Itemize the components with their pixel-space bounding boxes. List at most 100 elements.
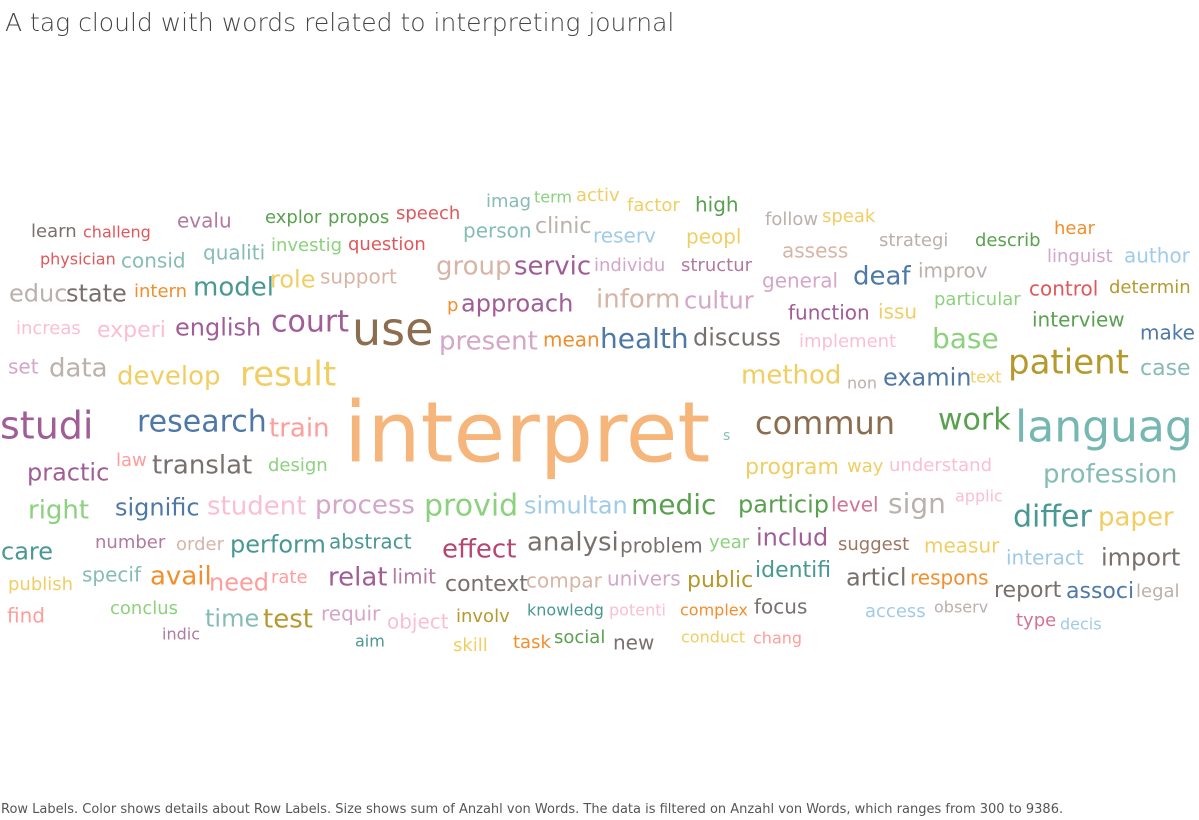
word-result[interactable]: result [240, 354, 337, 395]
word-abstract[interactable]: abstract [329, 529, 412, 554]
word-health[interactable]: health [600, 322, 689, 356]
word-discuss[interactable]: discuss [693, 323, 781, 352]
word-case[interactable]: case [1140, 355, 1191, 381]
word-analysi[interactable]: analysi [527, 527, 619, 558]
word-general[interactable]: general [762, 268, 839, 293]
word-s[interactable]: s [723, 428, 731, 445]
word-particip[interactable]: particip [738, 490, 829, 519]
word-hear[interactable]: hear [1054, 217, 1095, 239]
word-clinic[interactable]: clinic [535, 213, 592, 239]
word-social[interactable]: social [554, 626, 606, 648]
word-process[interactable]: process [315, 490, 415, 521]
word-knowledg[interactable]: knowledg [527, 600, 604, 620]
word-approach[interactable]: approach [461, 289, 574, 318]
word-work[interactable]: work [938, 402, 1011, 438]
word-group[interactable]: group [436, 251, 512, 282]
word-investig[interactable]: investig [271, 234, 342, 256]
word-intern[interactable]: intern [134, 280, 188, 302]
word-practic[interactable]: practic [27, 458, 110, 487]
word-skill[interactable]: skill [453, 634, 488, 656]
word-right[interactable]: right [28, 495, 90, 526]
word-problem[interactable]: problem [620, 533, 703, 558]
word-speak[interactable]: speak [822, 205, 876, 227]
word-focus[interactable]: focus [754, 594, 808, 619]
word-time[interactable]: time [205, 604, 260, 633]
word-reserv[interactable]: reserv [593, 223, 656, 248]
word-implement[interactable]: implement [799, 330, 897, 352]
word-inform[interactable]: inform [596, 284, 681, 315]
word-term[interactable]: term [534, 187, 572, 207]
word-describ[interactable]: describ [975, 229, 1041, 251]
word-respons[interactable]: respons [910, 565, 989, 590]
word-involv[interactable]: involv [456, 605, 510, 627]
word-articl[interactable]: articl [846, 563, 907, 592]
word-make[interactable]: make [1140, 320, 1195, 345]
word-set[interactable]: set [8, 354, 39, 379]
word-univers[interactable]: univers [607, 566, 681, 591]
word-suggest[interactable]: suggest [838, 533, 910, 555]
word-follow[interactable]: follow [765, 208, 819, 230]
word-perform[interactable]: perform [230, 530, 326, 559]
word-find[interactable]: find [7, 603, 45, 628]
word-function[interactable]: function [788, 300, 870, 325]
word-use[interactable]: use [352, 302, 434, 357]
word-signific[interactable]: signific [115, 493, 200, 522]
word-method[interactable]: method [741, 360, 842, 391]
word-consid[interactable]: consid [121, 248, 186, 273]
word-educ[interactable]: educ [9, 279, 68, 308]
word-examin[interactable]: examin [883, 363, 972, 392]
word-understand[interactable]: understand [889, 454, 993, 476]
word-effect[interactable]: effect [442, 534, 517, 565]
word-simultan[interactable]: simultan [524, 491, 628, 520]
word-physician[interactable]: physician [40, 249, 116, 269]
word-profession[interactable]: profession [1043, 459, 1178, 490]
word-sign[interactable]: sign [888, 487, 946, 521]
word-p[interactable]: p [447, 294, 459, 316]
word-control[interactable]: control [1029, 276, 1099, 301]
word-new[interactable]: new [613, 630, 655, 655]
word-level[interactable]: level [831, 492, 879, 517]
word-court[interactable]: court [271, 304, 349, 340]
word-non[interactable]: non [847, 373, 878, 393]
word-context[interactable]: context [445, 571, 528, 597]
word-year[interactable]: year [709, 531, 750, 553]
word-person[interactable]: person [463, 218, 532, 243]
word-patient[interactable]: patient [1008, 342, 1129, 383]
word-translat[interactable]: translat [152, 450, 253, 481]
word-assess[interactable]: assess [782, 238, 849, 263]
word-challeng[interactable]: challeng [83, 222, 151, 242]
word-base[interactable]: base [932, 322, 999, 356]
word-chang[interactable]: chang [753, 628, 803, 648]
word-relat[interactable]: relat [328, 562, 388, 593]
word-speech[interactable]: speech [396, 202, 461, 224]
word-text[interactable]: text [970, 367, 1002, 387]
word-individu[interactable]: individu [594, 254, 666, 276]
word-care[interactable]: care [1, 537, 54, 566]
word-author[interactable]: author [1124, 243, 1190, 268]
word-requir[interactable]: requir [321, 601, 381, 626]
word-model[interactable]: model [193, 272, 274, 303]
word-provid[interactable]: provid [424, 488, 519, 524]
word-linguist[interactable]: linguist [1047, 245, 1113, 267]
word-question[interactable]: question [348, 233, 426, 255]
word-interact[interactable]: interact [1006, 545, 1084, 570]
word-increas[interactable]: increas [16, 317, 81, 339]
word-conclus[interactable]: conclus [110, 597, 179, 619]
word-way[interactable]: way [847, 455, 884, 477]
word-indic[interactable]: indic [162, 624, 200, 644]
word-propos[interactable]: propos [328, 206, 390, 228]
word-imag[interactable]: imag [486, 190, 531, 212]
word-observ[interactable]: observ [934, 597, 989, 617]
word-evalu[interactable]: evalu [177, 208, 232, 233]
word-activ[interactable]: activ [576, 184, 620, 206]
word-avail[interactable]: avail [150, 561, 212, 592]
word-decis[interactable]: decis [1060, 614, 1102, 634]
word-import[interactable]: import [1101, 543, 1181, 572]
word-test[interactable]: test [263, 604, 313, 635]
word-paper[interactable]: paper [1098, 502, 1174, 533]
word-strategi[interactable]: strategi [879, 229, 949, 251]
word-servic[interactable]: servic [514, 251, 592, 282]
word-studi[interactable]: studi [0, 403, 94, 448]
word-support[interactable]: support [320, 264, 397, 289]
word-improv[interactable]: improv [918, 258, 988, 283]
